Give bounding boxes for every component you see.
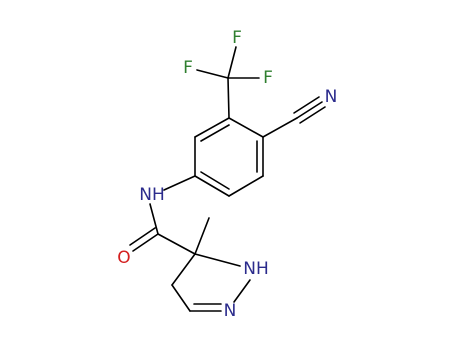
atom-label: NH — [139, 185, 165, 205]
atom-label: N — [224, 301, 237, 321]
atom-label: F — [232, 28, 242, 48]
atom-label: F — [263, 68, 273, 88]
atom-label: NH — [243, 259, 269, 279]
atom-label: O — [117, 248, 130, 268]
bonds — [129, 46, 326, 312]
atom-label: F — [183, 58, 193, 78]
atom-label: N — [325, 87, 338, 107]
